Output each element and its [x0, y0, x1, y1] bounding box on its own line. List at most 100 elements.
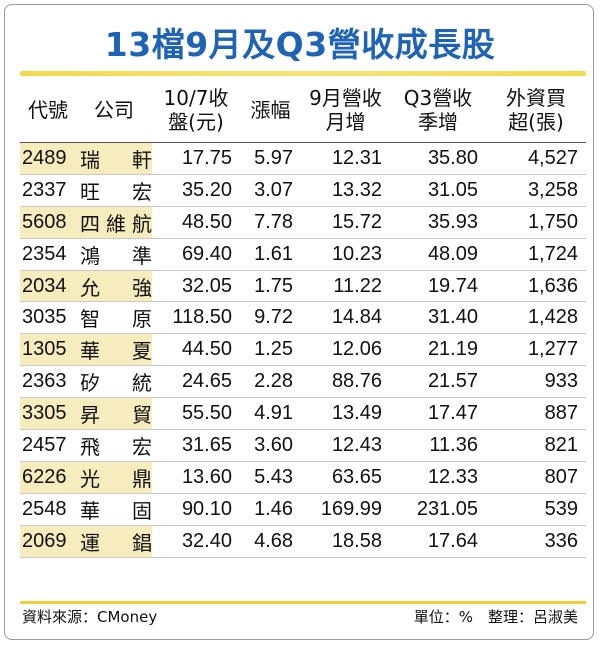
cell-change: 4.91	[240, 397, 301, 431]
cell-code: 2034	[20, 270, 76, 303]
company-name: 華夏	[80, 339, 152, 364]
company-name: 允強	[80, 275, 152, 300]
cell-sept-mom: 13.32	[301, 174, 390, 207]
table-row: 2363 矽統 24.65 2.28 88.76 21.57 933	[20, 365, 586, 399]
company-name: 華固	[80, 498, 152, 523]
cell-code: 2354	[20, 238, 76, 271]
cell-foreign-net-buy: 933	[486, 365, 586, 399]
cell-q3-qoq: 21.57	[390, 365, 486, 399]
cell-company: 華固	[76, 493, 152, 526]
cell-change: 3.07	[240, 174, 301, 207]
cell-close-price: 55.50	[152, 397, 240, 431]
cell-sept-mom: 12.31	[301, 142, 390, 175]
cell-change: 1.46	[240, 493, 301, 526]
header-code: 代號	[20, 78, 76, 143]
cell-q3-qoq: 231.05	[390, 493, 486, 526]
company-name: 旺宏	[80, 179, 152, 204]
cell-code: 2363	[20, 365, 76, 399]
company-name: 光鼎	[80, 466, 152, 491]
cell-q3-qoq: 21.19	[390, 333, 486, 367]
cell-close-price: 118.50	[152, 301, 240, 335]
cell-code: 3035	[20, 301, 76, 335]
cell-close-price: 13.60	[152, 461, 240, 494]
company-name: 昇貿	[80, 403, 152, 428]
company-name: 鴻準	[80, 243, 152, 268]
cell-foreign-net-buy: 336	[486, 525, 586, 558]
cell-foreign-net-buy: 4,527	[486, 142, 586, 175]
header-change: 漲幅	[240, 78, 301, 143]
cell-company: 四維航	[76, 206, 152, 239]
cell-code: 1305	[20, 333, 76, 367]
cell-close-price: 31.65	[152, 429, 240, 462]
header-close-price: 10/7收 盤(元)	[152, 78, 240, 143]
cell-change: 3.60	[240, 429, 301, 462]
cell-q3-qoq: 11.36	[390, 429, 486, 462]
cell-code: 2069	[20, 525, 76, 558]
cell-change: 1.61	[240, 238, 301, 271]
table-row: 2337 旺宏 35.20 3.07 13.32 31.05 3,258	[20, 174, 586, 207]
cell-company: 旺宏	[76, 174, 152, 207]
cell-foreign-net-buy: 3,258	[486, 174, 586, 207]
table-row: 3035 智原 118.50 9.72 14.84 31.40 1,428	[20, 301, 586, 335]
cell-company: 矽統	[76, 365, 152, 399]
cell-q3-qoq: 31.05	[390, 174, 486, 207]
page-title: 13檔9月及Q3營收成長股	[104, 25, 496, 64]
cell-company: 瑞軒	[76, 142, 152, 175]
table-row: 2354 鴻準 69.40 1.61 10.23 48.09 1,724	[20, 238, 586, 271]
cell-company: 允強	[76, 270, 152, 303]
cell-change: 5.43	[240, 461, 301, 494]
cell-q3-qoq: 35.80	[390, 142, 486, 175]
company-name: 飛宏	[80, 434, 152, 459]
cell-q3-qoq: 17.64	[390, 525, 486, 558]
cell-company: 運錩	[76, 525, 152, 558]
cell-change: 1.25	[240, 333, 301, 367]
cell-sept-mom: 18.58	[301, 525, 390, 558]
cell-code: 6226	[20, 461, 76, 494]
cell-change: 7.78	[240, 206, 301, 239]
cell-close-price: 90.10	[152, 493, 240, 526]
cell-change: 9.72	[240, 301, 301, 335]
footer-divider	[20, 601, 586, 604]
cell-code: 2548	[20, 493, 76, 526]
cell-change: 2.28	[240, 365, 301, 399]
cell-code: 2457	[20, 429, 76, 462]
cell-company: 飛宏	[76, 429, 152, 462]
cell-sept-mom: 169.99	[301, 493, 390, 526]
header-company: 公司	[76, 78, 152, 143]
cell-close-price: 17.75	[152, 142, 240, 175]
table-row: 2489 瑞軒 17.75 5.97 12.31 35.80 4,527	[20, 142, 586, 175]
cell-sept-mom: 13.49	[301, 397, 390, 431]
company-name: 瑞軒	[80, 147, 152, 172]
cell-foreign-net-buy: 1,724	[486, 238, 586, 271]
cell-sept-mom: 63.65	[301, 461, 390, 494]
cell-foreign-net-buy: 1,428	[486, 301, 586, 335]
table-row: 2034 允強 32.05 1.75 11.22 19.74 1,636	[20, 270, 586, 303]
cell-foreign-net-buy: 807	[486, 461, 586, 494]
cell-q3-qoq: 31.40	[390, 301, 486, 335]
cell-company: 昇貿	[76, 397, 152, 431]
cell-close-price: 24.65	[152, 365, 240, 399]
cell-close-price: 32.05	[152, 270, 240, 303]
cell-sept-mom: 15.72	[301, 206, 390, 239]
header-q3-revenue-qoq: Q3營收 季增	[390, 78, 486, 143]
cell-q3-qoq: 17.47	[390, 397, 486, 431]
cell-company: 華夏	[76, 333, 152, 367]
unit-credit-note: 單位：% 整理：呂淑美	[413, 608, 578, 626]
cell-foreign-net-buy: 1,277	[486, 333, 586, 367]
cell-code: 3305	[20, 397, 76, 431]
table-row: 2548 華固 90.10 1.46 169.99 231.05 539	[20, 493, 586, 526]
cell-change: 4.68	[240, 525, 301, 558]
table-row: 3305 昇貿 55.50 4.91 13.49 17.47 887	[20, 397, 586, 431]
header-divider	[20, 71, 586, 76]
company-name: 運錩	[80, 530, 152, 555]
company-name: 智原	[80, 307, 152, 332]
cell-change: 5.97	[240, 142, 301, 175]
header-foreign-net-buy: 外資買 超(張)	[486, 78, 586, 143]
table-row: 1305 華夏 44.50 1.25 12.06 21.19 1,277	[20, 333, 586, 367]
cell-sept-mom: 10.23	[301, 238, 390, 271]
company-name: 矽統	[80, 371, 152, 396]
cell-foreign-net-buy: 1,636	[486, 270, 586, 303]
cell-foreign-net-buy: 1,750	[486, 206, 586, 239]
cell-q3-qoq: 12.33	[390, 461, 486, 494]
table-row: 6226 光鼎 13.60 5.43 63.65 12.33 807	[20, 461, 586, 494]
